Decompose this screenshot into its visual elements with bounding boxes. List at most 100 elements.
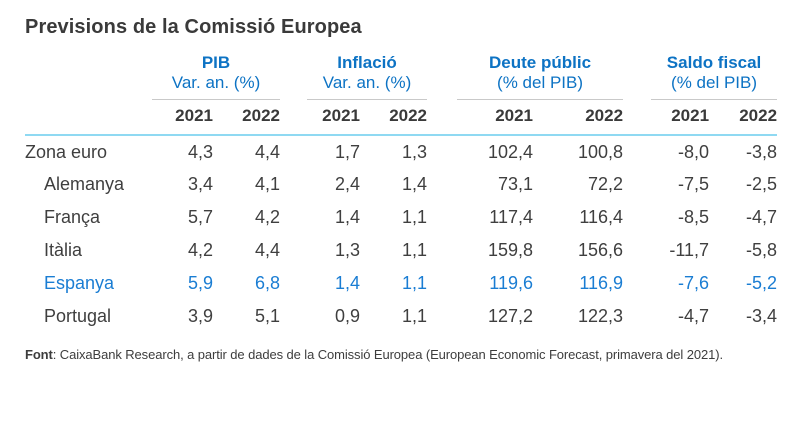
- subtitle-saldo: (% del PIB): [651, 73, 778, 100]
- cell: 1,7: [334, 141, 360, 162]
- cell: 0,9: [334, 306, 360, 326]
- cell: 116,4: [579, 207, 624, 227]
- table-row-portugal: Portugal 3,9 5,1 0,9 1,1 127,2 122,3 -4,…: [25, 300, 777, 333]
- cell: 5,1: [254, 306, 280, 326]
- spacer: [280, 168, 307, 201]
- cell: 73,1: [497, 174, 534, 194]
- table-row-alemanya: Alemanya 3,4 4,1 2,4 1,4 73,1 72,2 -7,5 …: [25, 168, 777, 201]
- cell: -8,0: [678, 141, 710, 162]
- cell: 3,4: [187, 174, 213, 194]
- spacer: [280, 99, 307, 136]
- cell: 1,3: [401, 141, 428, 162]
- row-label: Itàlia: [44, 240, 83, 260]
- spacer: [427, 51, 457, 73]
- year-header: 2022: [533, 99, 624, 136]
- spacer: [623, 234, 651, 267]
- cell: 1,4: [401, 174, 428, 194]
- column-group-deute: Deute públic: [489, 53, 592, 72]
- cell: 1,1: [401, 240, 428, 260]
- cell: -4,7: [746, 207, 778, 227]
- row-label: Alemanya: [44, 174, 125, 194]
- spacer: [623, 73, 651, 100]
- cell: 4,4: [254, 141, 280, 162]
- spacer: [280, 300, 307, 333]
- cell: -5,8: [746, 240, 778, 260]
- spacer: [427, 201, 457, 234]
- cell: 159,8: [487, 240, 534, 260]
- spacer: [25, 51, 152, 73]
- page-title: Previsions de la Comissió Europea: [25, 16, 362, 38]
- source-note: Font: CaixaBank Research, a partir de da…: [25, 346, 783, 365]
- cell: 5,7: [187, 207, 213, 227]
- column-group-saldo: Saldo fiscal: [666, 53, 762, 72]
- spacer: [427, 168, 457, 201]
- cell: -8,5: [678, 207, 710, 227]
- cell: -3,8: [746, 141, 778, 162]
- row-label: Espanya: [44, 273, 115, 293]
- year-header: 2021: [457, 99, 534, 136]
- group-subtitle-row: Var. an. (%) Var. an. (%) (% del PIB) (%…: [25, 73, 778, 100]
- year-header: 2022: [709, 99, 778, 136]
- subtitle-deute: (% del PIB): [457, 73, 624, 100]
- cell: 3,9: [187, 306, 213, 326]
- cell: 1,1: [401, 273, 428, 293]
- cell: 156,6: [577, 240, 624, 260]
- spacer: [25, 73, 152, 100]
- year-header: 2021: [307, 99, 360, 136]
- cell: -2,5: [746, 174, 778, 194]
- spacer: [280, 73, 307, 100]
- source-note-text: : CaixaBank Research, a partir de dades …: [52, 347, 723, 362]
- cell: 4,4: [254, 240, 280, 260]
- cell: 1,4: [334, 207, 360, 227]
- row-label: França: [44, 207, 101, 227]
- page: Previsions de la Comissió Europea PIB In…: [25, 16, 783, 365]
- source-note-label: Font: [25, 347, 53, 362]
- table-row-franca: França 5,7 4,2 1,4 1,1 117,4 116,4 -8,5 …: [25, 201, 777, 234]
- row-label: Portugal: [44, 306, 112, 326]
- spacer: [623, 300, 651, 333]
- row-label: Zona euro: [25, 141, 108, 162]
- spacer: [623, 201, 651, 234]
- spacer: [427, 300, 457, 333]
- cell: 5,9: [187, 273, 213, 293]
- cell: 1,3: [334, 240, 360, 260]
- cell: -7,6: [678, 273, 710, 293]
- spacer: [280, 135, 307, 168]
- cell: -4,7: [678, 306, 710, 326]
- spacer: [427, 73, 457, 100]
- forecast-table: PIB Inflació Deute públic Saldo fiscal V…: [25, 51, 778, 333]
- spacer: [427, 267, 457, 300]
- year-header-row: 2021 2022 2021 2022 2021 2022 2021 2022: [25, 99, 778, 136]
- cell: 117,4: [489, 207, 534, 227]
- cell: -11,7: [669, 240, 710, 260]
- cell: 116,9: [579, 273, 624, 293]
- cell: 1,4: [334, 273, 360, 293]
- spacer: [623, 267, 651, 300]
- table-row-zona-euro: Zona euro 4,3 4,4 1,7 1,3 102,4 100,8 -8…: [25, 135, 777, 168]
- column-group-pib: PIB: [201, 53, 231, 72]
- spacer: [280, 267, 307, 300]
- spacer: [623, 51, 651, 73]
- cell: 4,1: [254, 174, 280, 194]
- spacer: [623, 168, 651, 201]
- cell: 1,1: [401, 207, 428, 227]
- cell: 4,2: [187, 240, 213, 260]
- table-row-espanya: Espanya 5,9 6,8 1,4 1,1 119,6 116,9 -7,6…: [25, 267, 777, 300]
- table-row-italia: Itàlia 4,2 4,4 1,3 1,1 159,8 156,6 -11,7…: [25, 234, 777, 267]
- spacer: [280, 51, 307, 73]
- year-header: 2021: [152, 99, 213, 136]
- spacer: [427, 135, 457, 168]
- year-header: 2022: [360, 99, 428, 136]
- cell: 1,1: [401, 306, 428, 326]
- subtitle-inflacio: Var. an. (%): [307, 73, 428, 100]
- spacer: [623, 135, 651, 168]
- cell: 4,2: [254, 207, 280, 227]
- cell: -7,5: [678, 174, 710, 194]
- cell: 119,6: [489, 273, 534, 293]
- cell: -5,2: [746, 273, 778, 293]
- group-name-row: PIB Inflació Deute públic Saldo fiscal: [25, 51, 777, 73]
- cell: 102,4: [487, 141, 534, 162]
- year-header: 2021: [651, 99, 710, 136]
- cell: 72,2: [587, 174, 624, 194]
- column-group-inflacio: Inflació: [337, 53, 397, 72]
